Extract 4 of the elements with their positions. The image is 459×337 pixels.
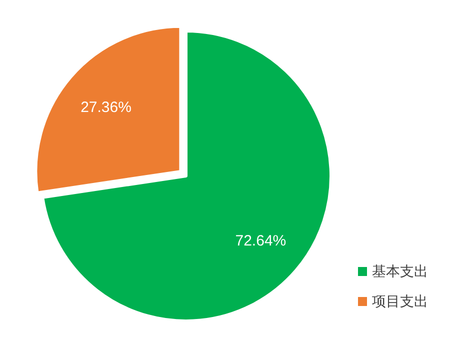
legend-label: 项目支出 (372, 293, 428, 309)
data-label: 72.64% (235, 232, 286, 250)
data-label: 27.36% (80, 99, 132, 116)
legend-label: 基本支出 (372, 263, 428, 279)
